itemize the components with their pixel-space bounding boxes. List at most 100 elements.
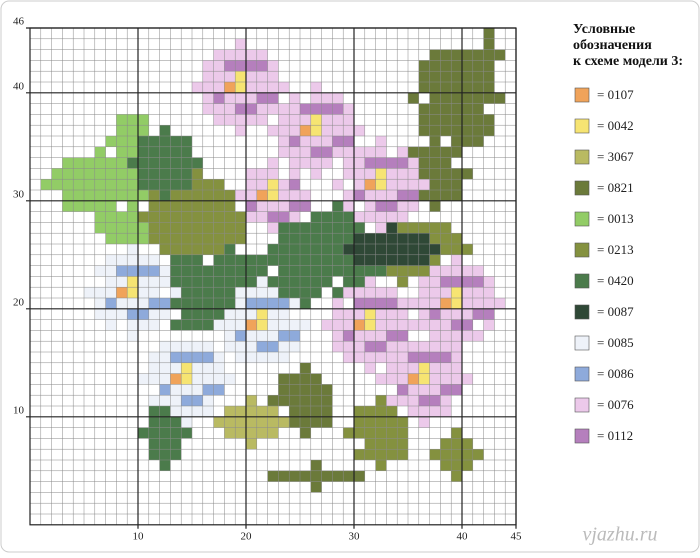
stitch xyxy=(170,254,182,266)
stitch xyxy=(235,114,246,126)
stitch xyxy=(278,114,290,126)
stitch xyxy=(408,406,419,417)
stitch xyxy=(181,319,192,331)
grid: 10 20 30 40 45 10 20 30 40 46 xyxy=(13,16,522,543)
stitch xyxy=(289,244,300,255)
stitch xyxy=(148,136,160,147)
stitch xyxy=(267,222,279,234)
stitch xyxy=(159,168,171,180)
stitch xyxy=(375,330,387,342)
stitch xyxy=(159,298,171,309)
stitch xyxy=(213,384,225,396)
stitch xyxy=(300,427,311,439)
stitch xyxy=(408,157,419,169)
stitch xyxy=(181,157,192,169)
stitch xyxy=(364,168,376,180)
stitch xyxy=(213,71,225,82)
stitch xyxy=(386,179,398,190)
stitch xyxy=(181,146,192,158)
stitch xyxy=(159,427,171,439)
stitch xyxy=(289,319,300,331)
stitch xyxy=(127,157,138,169)
stitch xyxy=(408,190,419,201)
stitch xyxy=(267,200,279,212)
stitch xyxy=(256,319,268,331)
stitch xyxy=(159,157,171,169)
stitch xyxy=(289,168,300,180)
stitch xyxy=(159,179,171,190)
stitch xyxy=(451,276,462,288)
stitch xyxy=(94,265,106,277)
stitch xyxy=(462,298,473,309)
stitch xyxy=(202,103,214,115)
stitch xyxy=(202,211,214,223)
legend-swatch xyxy=(574,335,590,351)
stitch xyxy=(267,319,279,331)
stitch xyxy=(397,190,408,201)
stitch xyxy=(451,103,462,115)
stitch xyxy=(451,92,462,104)
stitch xyxy=(192,308,203,320)
stitch xyxy=(472,71,484,82)
stitch xyxy=(148,427,160,439)
stitch xyxy=(397,341,408,352)
stitch xyxy=(246,276,257,288)
stitch xyxy=(127,211,138,223)
stitch xyxy=(397,330,408,342)
stitch xyxy=(429,287,441,298)
stitch xyxy=(440,395,452,406)
stitch xyxy=(429,395,441,406)
stitch xyxy=(440,308,452,320)
stitch xyxy=(289,276,300,288)
stitch xyxy=(483,319,495,331)
stitch xyxy=(289,330,300,342)
stitch xyxy=(213,352,225,363)
stitch xyxy=(332,103,344,115)
stitch xyxy=(256,416,268,428)
stitch xyxy=(105,287,117,298)
stitch xyxy=(310,254,322,266)
stitch xyxy=(408,319,419,331)
legend-swatch xyxy=(574,242,590,258)
stitch xyxy=(159,190,171,201)
stitch xyxy=(116,276,128,288)
stitch xyxy=(213,82,225,93)
stitch xyxy=(483,276,495,288)
stitch xyxy=(181,341,192,352)
stitch xyxy=(386,287,398,298)
stitch xyxy=(224,319,236,331)
stitch xyxy=(138,265,149,277)
stitch xyxy=(267,330,279,342)
y-tick-label: 30 xyxy=(13,188,25,200)
stitch xyxy=(408,233,419,244)
stitch xyxy=(440,449,452,460)
x-tick-label: 20 xyxy=(241,530,253,542)
stitch xyxy=(170,190,182,201)
stitch xyxy=(278,103,290,115)
stitch xyxy=(181,222,192,234)
stitch xyxy=(332,298,344,309)
stitch xyxy=(440,168,452,180)
stitch xyxy=(408,179,419,190)
stitch xyxy=(386,352,398,363)
stitch xyxy=(386,395,398,406)
stitch xyxy=(310,136,322,147)
stitch xyxy=(224,92,236,104)
stitch xyxy=(440,460,452,471)
stitch xyxy=(343,233,354,244)
stitch xyxy=(408,222,419,234)
stitch xyxy=(213,308,225,320)
stitch xyxy=(343,265,354,277)
stitch xyxy=(202,92,214,104)
stitch xyxy=(418,60,430,72)
stitch xyxy=(397,298,408,309)
stitch xyxy=(278,254,290,266)
stitch xyxy=(472,114,484,126)
stitch xyxy=(192,341,203,352)
stitch xyxy=(429,330,441,342)
stitch xyxy=(375,287,387,298)
stitch xyxy=(116,179,128,190)
stitch xyxy=(321,233,333,244)
stitch xyxy=(235,125,246,136)
stitch xyxy=(213,233,225,244)
